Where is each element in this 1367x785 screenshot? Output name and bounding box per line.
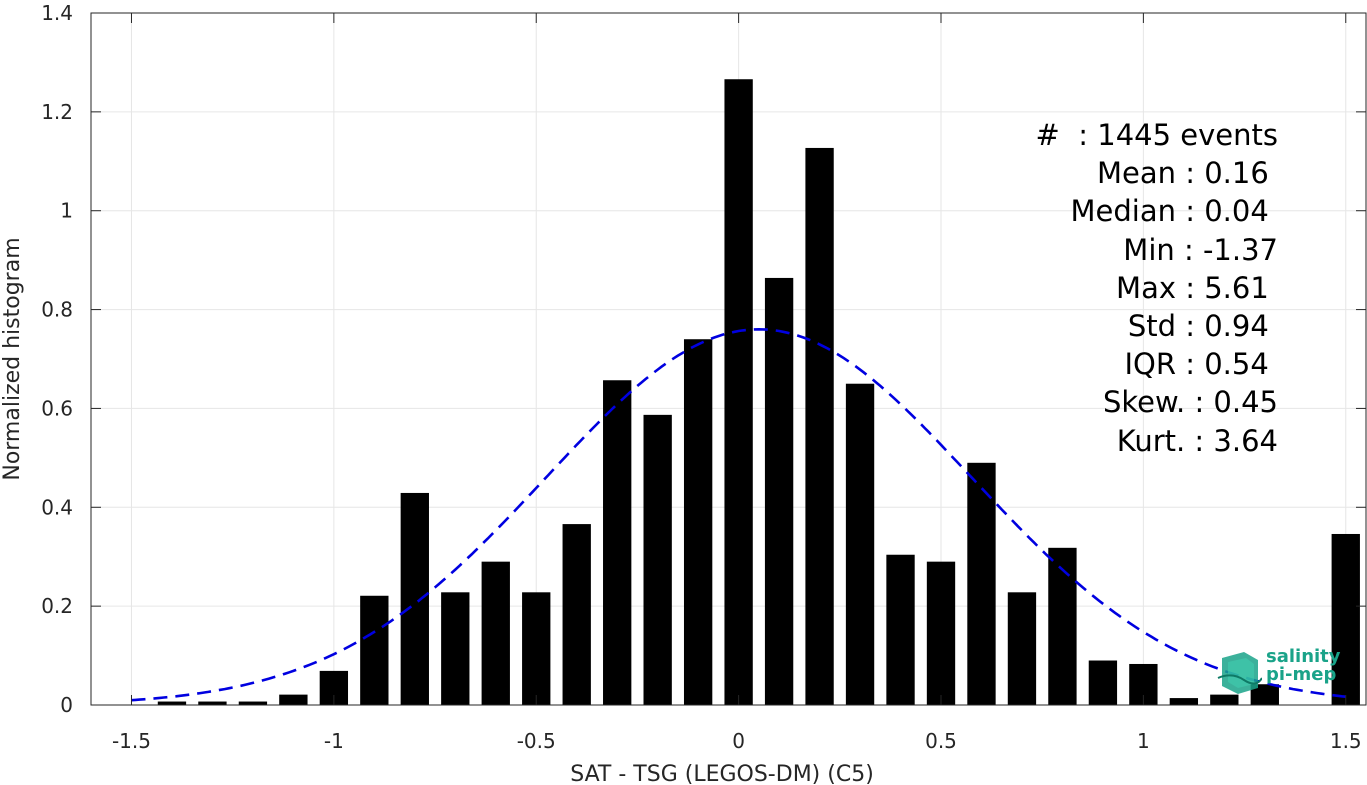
- histogram-bar: [886, 554, 915, 705]
- salinity-pi-mep-logo: salinity pi-mep: [1216, 646, 1348, 696]
- histogram-bar: [805, 147, 834, 705]
- histogram-bar: [603, 380, 632, 705]
- histogram-bar: [157, 701, 187, 705]
- stat-line: Kurt. : 3.64: [1116, 423, 1278, 458]
- y-tick-label: 1.2: [41, 100, 73, 124]
- histogram-bar: [562, 524, 591, 705]
- bars: [157, 79, 1360, 706]
- histogram-bar: [764, 277, 794, 705]
- stat-line: Skew. : 0.45: [1102, 385, 1278, 420]
- stat-line: Std : 0.94: [1127, 309, 1278, 344]
- x-tick-label: -1.5: [112, 729, 151, 753]
- x-tick-label: 1: [1137, 729, 1150, 753]
- y-tick-label: 0: [60, 693, 73, 717]
- y-tick-label: 1.4: [41, 1, 73, 25]
- histogram-bar: [967, 462, 996, 705]
- stat-line: Median : 0.04: [1070, 194, 1278, 229]
- logo-text: salinity pi-mep: [1266, 648, 1341, 684]
- x-axis-label: SAT - TSG (LEGOS-DM) (C5): [570, 762, 874, 785]
- x-tick-labels: -1.5 -1 -0.5 0 0.5 1 1.5: [112, 729, 1362, 753]
- y-tick-label: 0.4: [41, 495, 73, 519]
- histogram-bar: [845, 383, 875, 705]
- histogram-bar: [643, 414, 672, 705]
- histogram-bar: [1088, 660, 1118, 705]
- y-axis-label: Normalized histogram: [0, 237, 25, 480]
- stat-line: Max : 5.61: [1116, 270, 1278, 305]
- logo-line-1: salinity: [1266, 646, 1341, 667]
- histogram-bar: [724, 79, 753, 706]
- histogram-bar: [1169, 698, 1199, 705]
- y-tick-label: 0.8: [41, 298, 73, 322]
- x-tick-label: 1.5: [1330, 729, 1362, 753]
- y-tick-labels: 0 0.2 0.4 0.6 0.8 1 1.2 1.4: [41, 1, 73, 717]
- histogram-bar: [1007, 592, 1037, 705]
- y-tick-label: 0.6: [41, 396, 73, 420]
- axes-box: [90, 12, 1367, 706]
- histogram-bar: [1331, 533, 1360, 705]
- histogram-bar: [441, 592, 470, 705]
- histogram-bar: [1250, 684, 1279, 705]
- histogram-bar: [1048, 547, 1077, 705]
- histogram-bar: [522, 592, 551, 705]
- x-tick-label: 0: [732, 729, 745, 753]
- y-tick-label: 1: [60, 199, 73, 223]
- stat-line: # : 1445 events: [1035, 118, 1278, 152]
- stat-line: IQR : 0.54: [1124, 347, 1278, 382]
- histogram-bar: [360, 595, 389, 705]
- x-tick-label: 0.5: [925, 729, 957, 753]
- x-tick-label: -1: [324, 729, 344, 753]
- histogram-bar: [926, 561, 956, 705]
- histogram-bar: [400, 492, 429, 705]
- y-tick-label: 0.2: [41, 594, 73, 618]
- logo-icon: [1217, 652, 1262, 694]
- histogram-bar: [279, 694, 308, 705]
- stats-box: # : 1445 events Mean : 0.16 Median : 0.04…: [1036, 116, 1278, 460]
- histogram-bar: [1210, 694, 1239, 705]
- logo-line-2: pi-mep: [1266, 664, 1337, 685]
- histogram-bar: [238, 701, 268, 705]
- ticks: [91, 12, 1366, 706]
- histogram-bar: [481, 561, 510, 705]
- normal-fit-curve: [131, 327, 1346, 702]
- stat-line: Min : -1.37: [1123, 232, 1278, 267]
- stat-line: Mean : 0.16: [1096, 156, 1278, 191]
- histogram-bar: [198, 701, 227, 705]
- x-tick-label: -0.5: [517, 729, 556, 753]
- histogram-bar: [683, 339, 713, 705]
